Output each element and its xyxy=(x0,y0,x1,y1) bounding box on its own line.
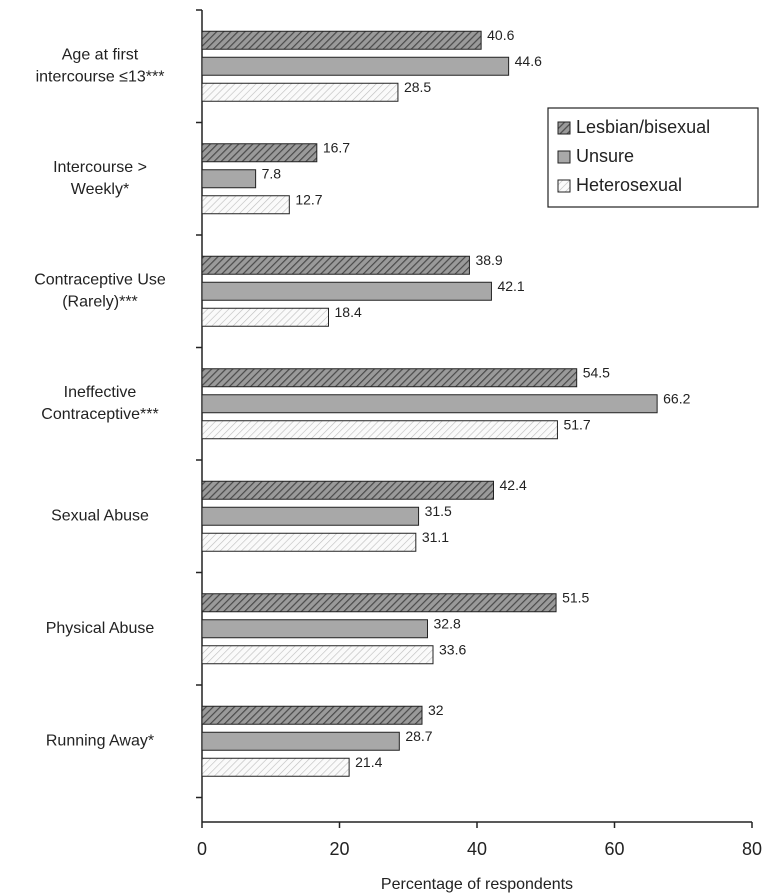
bar xyxy=(201,56,510,76)
category-label: Age at first xyxy=(62,46,139,63)
x-tick-label: 20 xyxy=(329,839,349,859)
bar xyxy=(201,255,470,275)
value-label: 51.7 xyxy=(563,416,590,432)
value-label: 44.6 xyxy=(515,53,542,69)
legend-box xyxy=(547,107,759,208)
bar xyxy=(201,195,290,215)
category-label: Weekly* xyxy=(71,181,129,198)
value-label: 12.7 xyxy=(295,191,322,207)
bar xyxy=(201,506,420,526)
value-label: 28.5 xyxy=(404,79,431,95)
value-label: 40.6 xyxy=(487,27,514,43)
bar xyxy=(201,307,329,327)
category-label: Physical Abuse xyxy=(46,620,155,637)
bar xyxy=(201,757,350,777)
bar xyxy=(201,143,318,163)
bar xyxy=(201,705,423,725)
x-tick-label: 0 xyxy=(197,839,207,859)
x-tick-label: 40 xyxy=(467,839,487,859)
category-label: Sexual Abuse xyxy=(51,507,149,524)
category-label: Contraceptive*** xyxy=(41,406,158,423)
bar xyxy=(201,645,434,665)
value-label: 31.1 xyxy=(422,529,449,545)
legend-label: Lesbian/bisexual xyxy=(576,117,710,137)
bar xyxy=(201,394,658,414)
value-label: 38.9 xyxy=(475,252,502,268)
value-label: 42.1 xyxy=(497,278,524,294)
category-label: intercourse ≤13*** xyxy=(36,68,165,85)
value-label: 18.4 xyxy=(335,304,362,320)
bar xyxy=(201,593,557,613)
bar xyxy=(201,82,399,102)
value-label: 16.7 xyxy=(323,139,350,155)
value-label: 7.8 xyxy=(262,165,282,181)
x-tick-label: 80 xyxy=(742,839,762,859)
value-label: 54.5 xyxy=(583,364,610,380)
legend-swatch xyxy=(557,150,571,164)
category-label: Ineffective xyxy=(64,384,137,401)
bar xyxy=(201,281,492,301)
category-label: (Rarely)*** xyxy=(62,293,138,310)
legend-swatch xyxy=(557,121,571,135)
category-label: Contraceptive Use xyxy=(34,271,166,288)
x-tick-label: 60 xyxy=(604,839,624,859)
bar xyxy=(201,368,578,388)
bar xyxy=(201,619,428,639)
value-label: 32 xyxy=(428,702,444,718)
value-label: 21.4 xyxy=(355,754,382,770)
bar xyxy=(201,532,417,552)
bar xyxy=(201,480,494,500)
bar xyxy=(201,169,257,189)
value-label: 66.2 xyxy=(663,390,690,406)
value-label: 28.7 xyxy=(405,728,432,744)
category-label: Running Away* xyxy=(46,732,154,749)
value-label: 42.4 xyxy=(500,477,527,493)
value-label: 33.6 xyxy=(439,641,466,657)
x-axis-label: Percentage of respondents xyxy=(381,876,573,893)
value-label: 31.5 xyxy=(425,503,452,519)
legend-label: Heterosexual xyxy=(576,175,682,195)
category-label: Intercourse > xyxy=(53,159,147,176)
value-label: 32.8 xyxy=(434,615,461,631)
legend-swatch xyxy=(557,179,571,193)
bar xyxy=(201,30,482,50)
value-label: 51.5 xyxy=(562,589,589,605)
bar xyxy=(201,731,400,751)
legend-label: Unsure xyxy=(576,146,634,166)
bar xyxy=(201,420,558,440)
